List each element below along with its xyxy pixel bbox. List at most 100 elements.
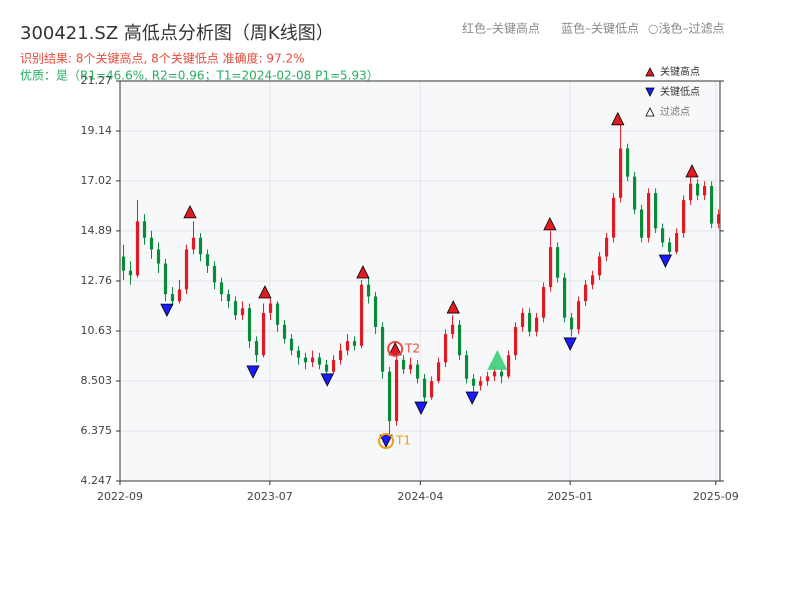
key-point [446, 300, 460, 314]
candle-body [254, 341, 259, 356]
key-point [611, 111, 625, 126]
candle-body [401, 359, 406, 370]
candle-body [597, 256, 602, 276]
candle-body [317, 357, 322, 365]
candle-body [646, 193, 651, 238]
candle-body [184, 249, 189, 290]
candle-body [709, 186, 714, 224]
candle-body [569, 317, 574, 330]
candle-body [702, 186, 707, 196]
candle-body [366, 284, 371, 297]
candle-body [170, 294, 175, 302]
candle-body [485, 376, 490, 382]
candle-body [380, 327, 385, 372]
top-legend: 蓝色–关键低点 [561, 22, 639, 36]
candle-body [660, 228, 665, 243]
candle-body [632, 176, 637, 210]
filtered-point [487, 349, 508, 370]
candle-body [457, 324, 462, 356]
candle-body [135, 221, 140, 276]
candle-body [429, 381, 434, 398]
top-legend: ○浅色–过滤点 [648, 22, 724, 36]
candle-body [310, 357, 315, 363]
candle-body [653, 193, 658, 229]
x-tick-label: 2024-04 [397, 490, 443, 503]
candle-body [121, 256, 126, 271]
subtitle: 识别结果: 8个关键高点, 8个关键低点 准确度: 97.2% [20, 51, 305, 66]
candle-body [331, 359, 336, 372]
top-legend: 红色–关键高点 [462, 21, 540, 36]
candle-body [674, 233, 679, 252]
candle-body [716, 214, 721, 224]
legend-marker [645, 107, 655, 117]
candle-body [422, 378, 427, 398]
candle-body [345, 341, 350, 351]
y-tick-label: 14.89 [81, 224, 113, 237]
candle-body [303, 357, 308, 363]
key-point [685, 164, 699, 178]
y-tick-label: 6.375 [81, 424, 113, 437]
candle-body [471, 378, 476, 386]
annotation-ring [378, 432, 395, 449]
x-tick-label: 2025-01 [547, 490, 593, 503]
candle-body [296, 350, 301, 358]
x-tick-label: 2023-07 [247, 490, 293, 503]
y-tick-label: 4.247 [81, 474, 113, 487]
candle-body [583, 284, 588, 302]
candle-body [478, 381, 483, 386]
candle-body [247, 308, 252, 342]
quality-note: 优质：是（R1=46.6%, R2=0.96；T1=2024-02-08 P1=… [20, 69, 379, 83]
legend-label: 过滤点 [660, 105, 690, 118]
y-tick-label: 10.63 [81, 324, 113, 337]
key-point [246, 365, 260, 379]
candle-body [506, 355, 511, 377]
candle-body [534, 317, 539, 332]
candle-body [611, 197, 616, 238]
candle-body [604, 237, 609, 257]
candle-body [695, 183, 700, 196]
candle-body [289, 338, 294, 351]
candle-body [191, 237, 196, 250]
candle-body [520, 312, 525, 328]
candle-body [443, 334, 448, 363]
candle-body [667, 242, 672, 252]
candle-body [233, 301, 238, 316]
candle-body [555, 247, 560, 278]
candle-body [625, 148, 630, 177]
candle-body [156, 249, 161, 264]
candle-body [492, 371, 497, 377]
candle-body [576, 301, 581, 330]
candle-body [324, 364, 329, 372]
candle-body [338, 350, 343, 360]
candle-body [541, 287, 546, 318]
candle-body [408, 364, 413, 370]
key-point [379, 434, 393, 448]
candle-body [373, 296, 378, 328]
candle-body [261, 312, 266, 356]
candle-body [681, 200, 686, 234]
annotation-ring [387, 340, 404, 357]
key-point [320, 373, 334, 387]
annotation-label: T1 [395, 433, 411, 447]
annotation-label: T2 [404, 341, 420, 355]
candle-body [639, 209, 644, 238]
candle-body [464, 355, 469, 379]
y-tick-label: 17.02 [81, 174, 113, 187]
candle-body [149, 237, 154, 250]
legend-marker [645, 87, 655, 97]
y-tick-label: 21.27 [81, 74, 113, 87]
candle-body [562, 277, 567, 318]
key-point [183, 204, 197, 219]
y-tick-label: 12.76 [81, 274, 113, 287]
candle-body [548, 247, 553, 288]
candle-body [590, 275, 595, 285]
candle-body [177, 289, 182, 302]
candle-body [527, 312, 532, 332]
key-point [563, 337, 577, 351]
candle-body [219, 282, 224, 295]
candle-body [198, 237, 203, 255]
candle-body [240, 308, 245, 316]
candle-body [205, 254, 210, 266]
candle-body [618, 148, 623, 198]
y-tick-label: 19.14 [81, 124, 113, 137]
